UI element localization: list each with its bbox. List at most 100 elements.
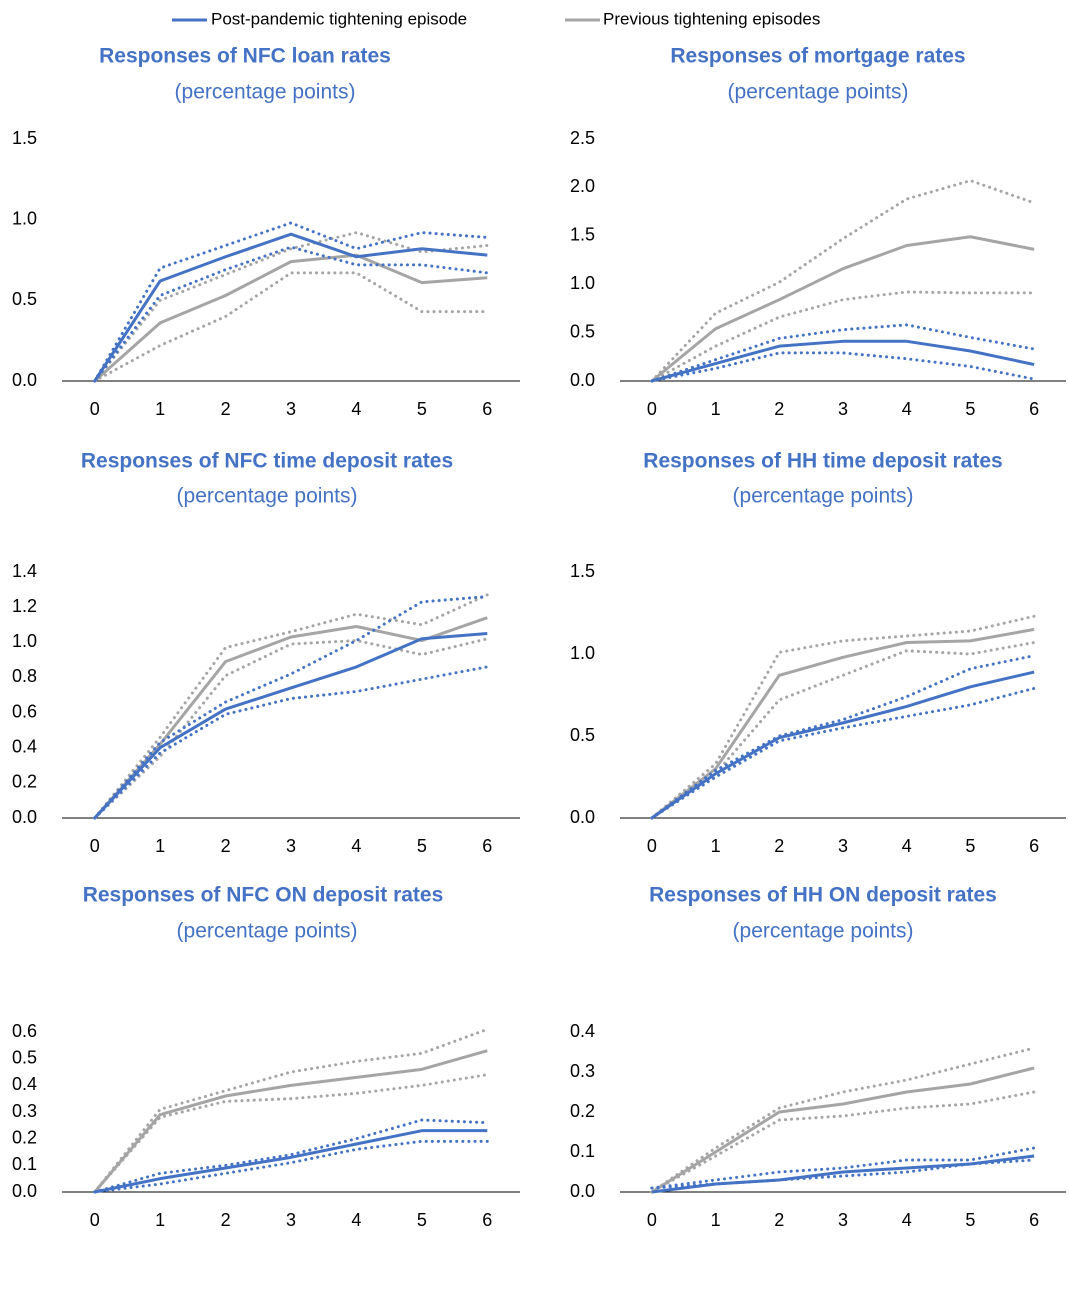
y-tick-label: 1.0 bbox=[12, 631, 37, 651]
chart-title: Responses of mortgage rates bbox=[670, 45, 965, 68]
x-tick-label: 0 bbox=[647, 836, 657, 856]
chart-subtitle: (percentage points) bbox=[733, 485, 914, 508]
band-line bbox=[93, 1118, 489, 1194]
series-line bbox=[650, 627, 1035, 820]
x-tick-label: 5 bbox=[965, 836, 975, 856]
x-tick-label: 6 bbox=[482, 1210, 492, 1230]
x-tick-label: 0 bbox=[90, 1210, 100, 1230]
chart-title: Responses of NFC ON deposit rates bbox=[83, 884, 444, 907]
chart-title: Responses of HH time deposit rates bbox=[643, 450, 1002, 473]
series-line bbox=[651, 339, 1035, 383]
series-line bbox=[650, 235, 1035, 383]
series-line bbox=[651, 1066, 1035, 1194]
chart-title: Responses of HH ON deposit rates bbox=[649, 884, 997, 907]
x-tick-label: 3 bbox=[838, 836, 848, 856]
band-line bbox=[93, 245, 489, 383]
y-tick-label: 0.0 bbox=[12, 1181, 37, 1201]
x-tick-label: 5 bbox=[965, 399, 975, 419]
band-line bbox=[93, 1139, 489, 1194]
y-tick-label: 0.2 bbox=[12, 1127, 37, 1147]
y-tick-label: 0.4 bbox=[12, 1074, 37, 1094]
y-tick-label: 1.5 bbox=[570, 225, 595, 245]
band-line bbox=[650, 614, 1036, 820]
band-line bbox=[93, 231, 489, 383]
band-line bbox=[650, 641, 1036, 820]
x-tick-label: 0 bbox=[90, 399, 100, 419]
band-line bbox=[93, 1027, 489, 1194]
x-tick-label: 1 bbox=[155, 836, 165, 856]
x-tick-label: 4 bbox=[351, 836, 361, 856]
band-line bbox=[650, 654, 1036, 820]
band-line bbox=[93, 665, 489, 820]
band-line bbox=[650, 686, 1036, 820]
x-tick-label: 2 bbox=[774, 399, 784, 419]
y-tick-label: 0.4 bbox=[570, 1021, 595, 1041]
y-tick-label: 0.0 bbox=[570, 370, 595, 390]
x-tick-label: 4 bbox=[902, 1210, 912, 1230]
y-tick-label: 0.3 bbox=[570, 1061, 595, 1081]
y-tick-label: 1.5 bbox=[12, 128, 37, 148]
x-tick-label: 1 bbox=[711, 836, 721, 856]
y-tick-label: 0.5 bbox=[570, 725, 595, 745]
y-tick-label: 2.0 bbox=[570, 176, 595, 196]
x-tick-label: 6 bbox=[482, 399, 492, 419]
x-tick-label: 5 bbox=[417, 836, 427, 856]
x-tick-label: 0 bbox=[647, 399, 657, 419]
x-tick-label: 1 bbox=[711, 399, 721, 419]
y-tick-label: 2.5 bbox=[570, 128, 595, 148]
series-line bbox=[94, 1129, 488, 1194]
x-tick-label: 2 bbox=[221, 836, 231, 856]
y-tick-label: 0.1 bbox=[12, 1154, 37, 1174]
x-tick-label: 3 bbox=[838, 1210, 848, 1230]
chart-subtitle: (percentage points) bbox=[733, 920, 914, 943]
x-tick-label: 1 bbox=[711, 1210, 721, 1230]
y-tick-label: 1.4 bbox=[12, 561, 37, 581]
y-tick-label: 0.1 bbox=[570, 1141, 595, 1161]
y-tick-label: 0.0 bbox=[12, 370, 37, 390]
y-tick-label: 0.5 bbox=[12, 289, 37, 309]
series-line bbox=[93, 1049, 488, 1193]
y-tick-label: 0.0 bbox=[570, 807, 595, 827]
band-line bbox=[93, 221, 489, 383]
series-line bbox=[651, 1154, 1035, 1194]
legend-label: Previous tightening episodes bbox=[603, 9, 820, 28]
chart-subtitle: (percentage points) bbox=[177, 920, 358, 943]
x-tick-label: 6 bbox=[1029, 836, 1039, 856]
y-tick-label: 0.2 bbox=[12, 772, 37, 792]
x-tick-label: 5 bbox=[417, 399, 427, 419]
y-tick-label: 0.0 bbox=[12, 807, 37, 827]
x-tick-label: 2 bbox=[221, 1210, 231, 1230]
legend-label: Post-pandemic tightening episode bbox=[211, 9, 467, 28]
x-tick-label: 6 bbox=[1029, 399, 1039, 419]
x-tick-label: 2 bbox=[221, 399, 231, 419]
band-line bbox=[650, 1146, 1036, 1190]
x-tick-label: 3 bbox=[286, 836, 296, 856]
x-tick-label: 3 bbox=[838, 399, 848, 419]
y-tick-label: 1.0 bbox=[570, 643, 595, 663]
y-tick-label: 0.8 bbox=[12, 666, 37, 686]
band-line bbox=[650, 1090, 1036, 1194]
band-line bbox=[93, 1073, 489, 1194]
x-tick-label: 2 bbox=[774, 1210, 784, 1230]
band-line bbox=[650, 290, 1036, 383]
x-tick-label: 0 bbox=[90, 836, 100, 856]
chart-subtitle: (percentage points) bbox=[175, 81, 356, 104]
band-line bbox=[650, 179, 1036, 383]
y-tick-label: 0.4 bbox=[12, 736, 37, 756]
y-tick-label: 0.3 bbox=[12, 1101, 37, 1121]
y-tick-label: 0.6 bbox=[12, 701, 37, 721]
y-tick-label: 1.2 bbox=[12, 596, 37, 616]
band-line bbox=[93, 271, 489, 383]
series-line bbox=[651, 670, 1035, 820]
x-tick-label: 0 bbox=[647, 1210, 657, 1230]
band-line bbox=[650, 323, 1036, 383]
x-tick-label: 4 bbox=[351, 1210, 361, 1230]
x-tick-label: 3 bbox=[286, 1210, 296, 1230]
x-tick-label: 4 bbox=[902, 399, 912, 419]
series-line bbox=[93, 253, 488, 383]
x-tick-label: 6 bbox=[482, 836, 492, 856]
y-tick-label: 0.0 bbox=[570, 1181, 595, 1201]
y-tick-label: 0.5 bbox=[570, 321, 595, 341]
band-line bbox=[93, 595, 489, 820]
